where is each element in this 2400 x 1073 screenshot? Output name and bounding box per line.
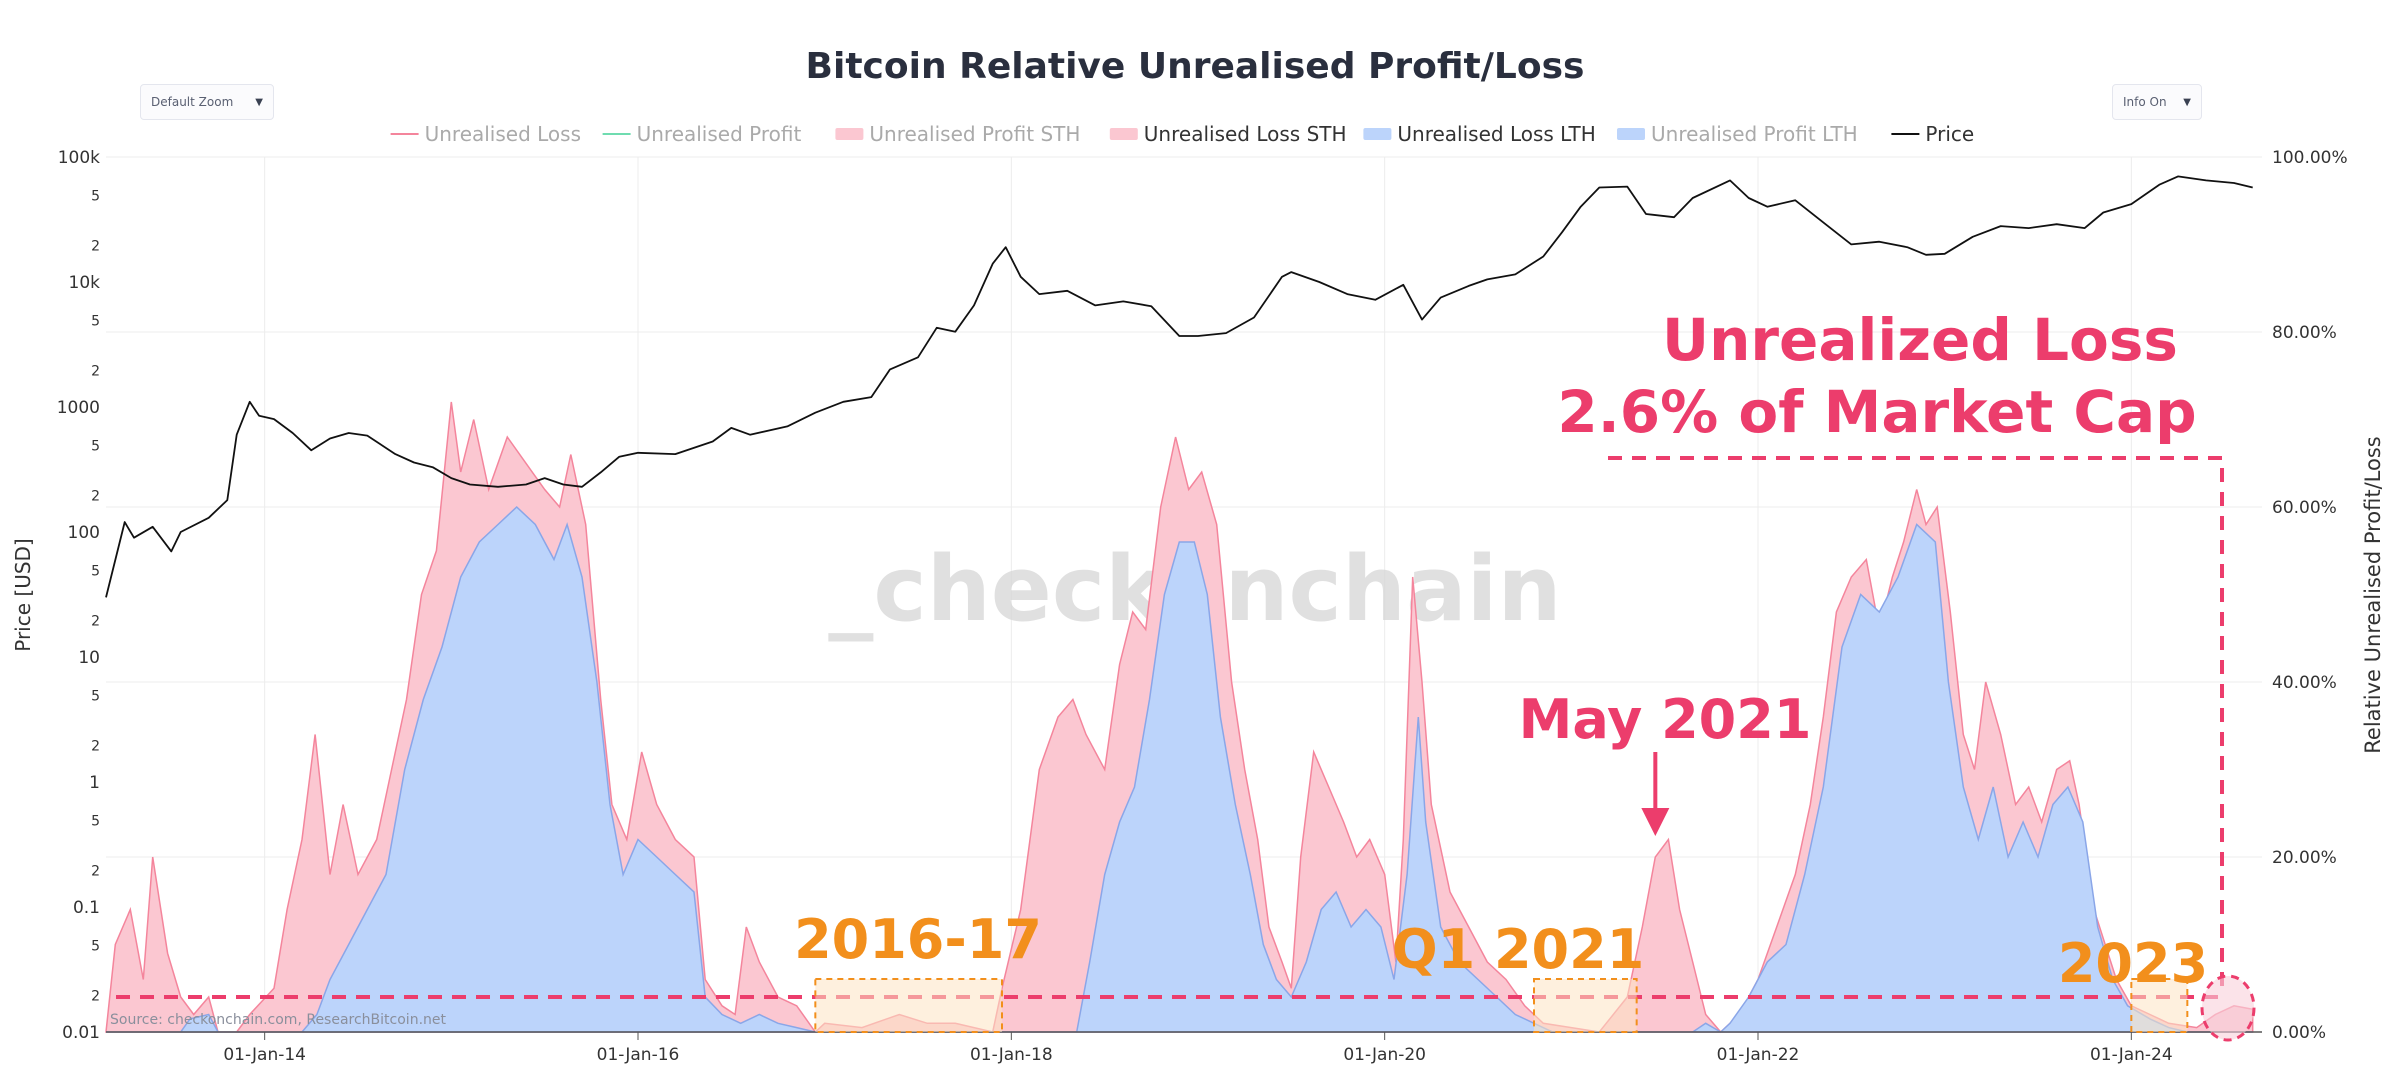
y-left-tick-label: 0.1 xyxy=(73,898,100,918)
info-label: Info On xyxy=(2123,95,2167,109)
legend-swatch xyxy=(1363,128,1392,140)
chart-title: Bitcoin Relative Unrealised Profit/Loss xyxy=(806,46,1585,87)
x-tick-label: 01-Jan-24 xyxy=(2090,1045,2173,1065)
y-left-tick-label: 5 xyxy=(91,814,100,830)
y-left-tick-label: 5 xyxy=(91,439,100,455)
legend-label: Unrealised Loss xyxy=(425,122,581,146)
highlight-circle xyxy=(2200,974,2256,1042)
legend-swatch xyxy=(1617,128,1645,140)
default-zoom-dropdown[interactable]: Default Zoom ▼ xyxy=(140,84,274,120)
y-right-tick-label: 0.00% xyxy=(2272,1023,2326,1043)
y-left-tick-label: 0.01 xyxy=(62,1023,100,1043)
lth-loss-area xyxy=(106,505,2253,1033)
may-2021-arrow-head xyxy=(1641,808,1670,836)
y-right-tick-label: 20.00% xyxy=(2272,848,2337,868)
y-left-tick-label: 5 xyxy=(91,689,100,705)
legend-item[interactable]: Unrealised Profit xyxy=(602,122,802,146)
plot-areas xyxy=(105,401,2254,1034)
legend-item[interactable]: Unrealised Loss LTH xyxy=(1363,122,1596,146)
y-left-tick-label: 5 xyxy=(91,314,100,330)
annotation-q1-2021-box xyxy=(1533,978,1638,1033)
y-right-tick-label: 60.00% xyxy=(2272,498,2337,518)
x-tick-label: 01-Jan-18 xyxy=(970,1045,1053,1065)
y-left-tick-label: 5 xyxy=(91,564,100,580)
legend-item[interactable]: Unrealised Loss STH xyxy=(1109,122,1347,146)
y-left-tick-label: 2 xyxy=(91,238,100,254)
y-left-tick-label: 2 xyxy=(91,613,100,629)
legend-swatch xyxy=(835,128,864,140)
y-left-tick-label: 2 xyxy=(91,863,100,879)
y-left-tick-label: 2 xyxy=(91,363,100,379)
y-right-tick-label: 100.00% xyxy=(2272,148,2348,168)
info-toggle-dropdown[interactable]: Info On ▼ xyxy=(2112,84,2202,120)
y-left-tick-label: 2 xyxy=(91,988,100,1004)
chevron-down-icon: ▼ xyxy=(2183,96,2191,108)
y-left-tick-label: 100k xyxy=(58,148,100,168)
y-right-tick-label: 80.00% xyxy=(2272,323,2337,343)
y-left-tick-label: 10 xyxy=(78,648,100,668)
y-left-tick-label: 2 xyxy=(91,738,100,754)
annotation-market-cap-percent: 2.6% of Market Cap xyxy=(1557,378,2196,446)
legend-swatch xyxy=(1109,128,1138,140)
annotation-2023-box xyxy=(2130,978,2189,1033)
chevron-down-icon: ▼ xyxy=(255,96,263,108)
annotation-may-2021: May 2021 xyxy=(1519,688,1812,751)
x-tick-label: 01-Jan-22 xyxy=(1717,1045,1800,1065)
legend-label: Unrealised Profit STH xyxy=(869,122,1080,146)
y-left-tick-label: 100 xyxy=(68,523,100,543)
default-zoom-label: Default Zoom xyxy=(151,95,234,109)
price-series xyxy=(105,175,2253,598)
legend-label: Price xyxy=(1925,122,1974,146)
legend-item[interactable]: Unrealised Profit STH xyxy=(835,122,1080,146)
legend-item[interactable]: Unrealised Profit LTH xyxy=(1617,122,1858,146)
y-right-tick-label: 40.00% xyxy=(2272,673,2337,693)
y-left-tick-label: 1000 xyxy=(57,398,100,418)
x-tick-label: 01-Jan-20 xyxy=(1343,1045,1426,1065)
axes: 01-Jan-14 01-Jan-16 01-Jan-18 01-Jan-20 01-J… xyxy=(57,148,2348,1065)
y-axis-right-title: Relative Unrealised Profit/Loss xyxy=(2361,436,2385,753)
x-tick-label: 01-Jan-14 xyxy=(223,1045,306,1065)
y-axis-left-title: Price [USD] xyxy=(11,538,35,652)
annotation-q1-2021-label: Q1 2021 xyxy=(1392,918,1645,981)
loss-bracket-dashed-line xyxy=(1608,456,2224,995)
legend-label: Unrealised Loss STH xyxy=(1144,122,1347,146)
annotation-2016-17-label: 2016-17 xyxy=(794,908,1042,971)
annotation-unrealized-loss: Unrealized Loss xyxy=(1662,306,2178,374)
legend: Unrealised Loss Unrealised Profit Unrealis… xyxy=(390,122,1974,146)
source-text: Source: checkonchain.com, ResearchBitcoi… xyxy=(110,1012,447,1028)
x-tick-label: 01-Jan-16 xyxy=(597,1045,680,1065)
y-left-tick-label: 10k xyxy=(69,273,101,293)
annotation-2023-label: 2023 xyxy=(2058,932,2208,995)
legend-item[interactable]: Price xyxy=(1891,122,1974,146)
annotation-2016-17-box xyxy=(814,978,1003,1033)
legend-label: Unrealised Profit LTH xyxy=(1651,122,1858,146)
legend-item[interactable]: Unrealised Loss xyxy=(390,122,581,146)
y-left-tick-label: 1 xyxy=(89,773,100,793)
y-left-tick-label: 5 xyxy=(91,189,100,205)
legend-label: Unrealised Loss LTH xyxy=(1397,122,1595,146)
legend-label: Unrealised Profit xyxy=(637,122,802,146)
price-line xyxy=(105,175,2253,598)
y-left-tick-label: 5 xyxy=(91,939,100,955)
y-left-tick-label: 2 xyxy=(91,488,100,504)
